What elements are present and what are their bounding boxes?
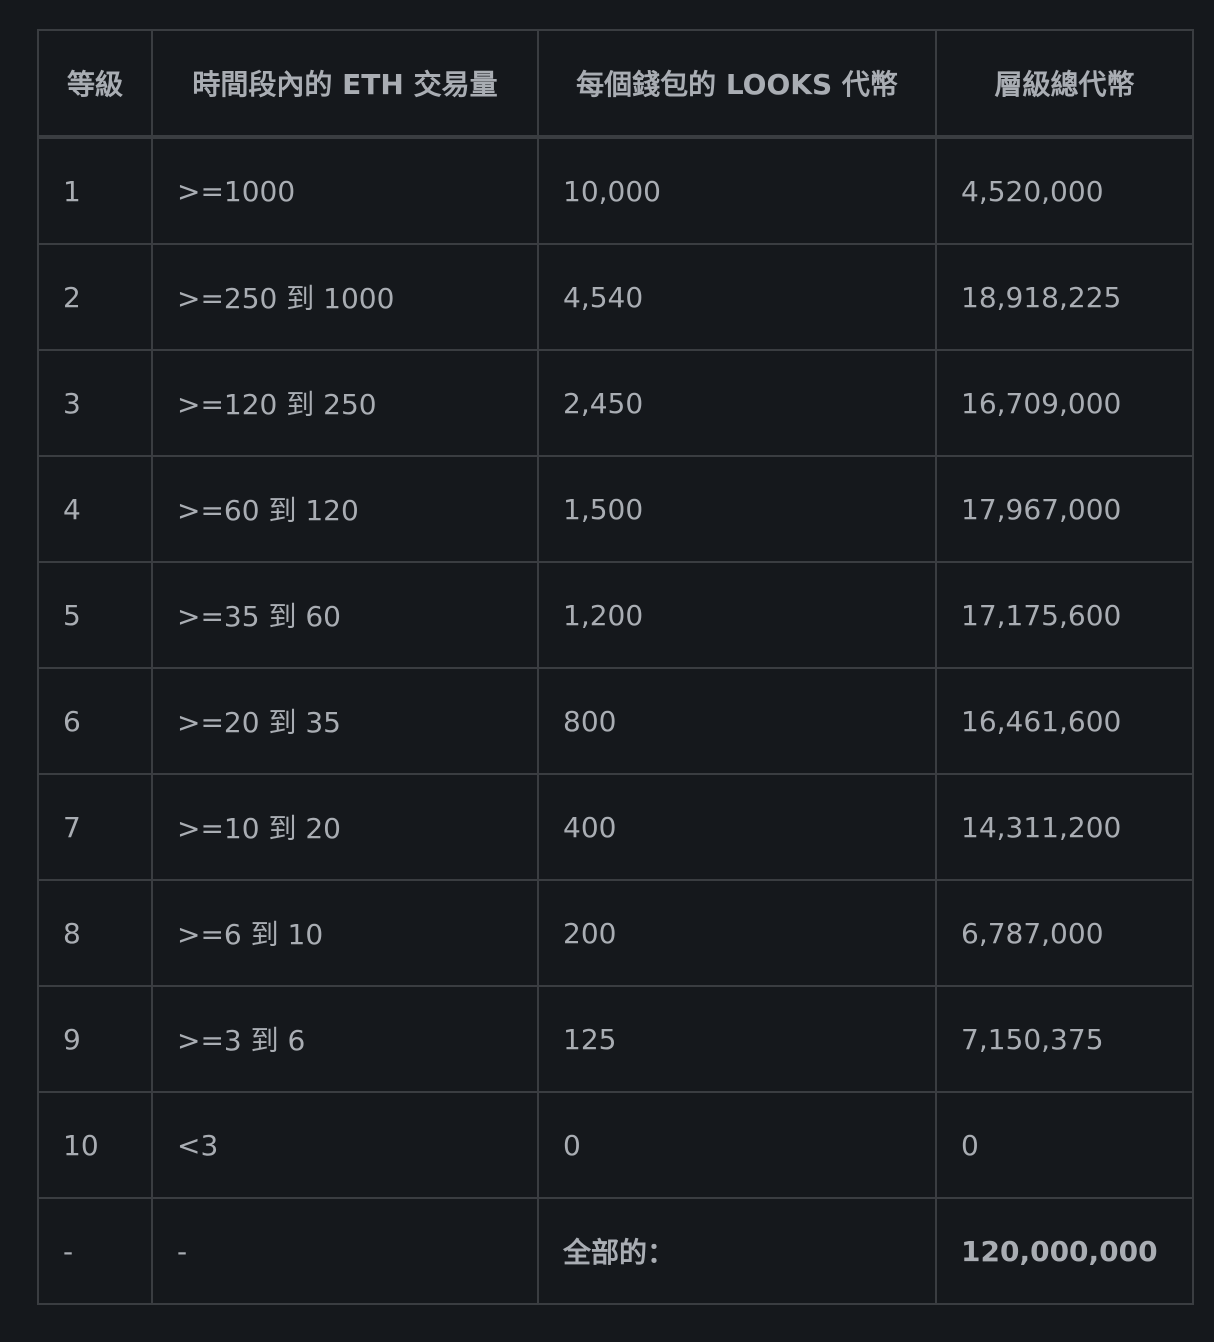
cell-looks-per-wallet: 2,450 bbox=[537, 349, 937, 457]
cell-eth-volume: >=1000 bbox=[151, 136, 539, 245]
table-row: 2 >=250 到 1000 4,540 18,918,225 bbox=[37, 243, 1194, 351]
table-row: 4 >=60 到 120 1,500 17,967,000 bbox=[37, 455, 1194, 563]
cell-eth-volume: >=120 到 250 bbox=[151, 349, 539, 457]
cell-tier-total: 4,520,000 bbox=[935, 136, 1194, 245]
cell-eth-volume: >=6 到 10 bbox=[151, 879, 539, 987]
cell-eth-volume: - bbox=[151, 1197, 539, 1305]
cell-looks-per-wallet: 125 bbox=[537, 985, 937, 1093]
header-row: 等級 時間段內的 ETH 交易量 每個錢包的 LOOKS 代幣 層級總代幣 bbox=[37, 29, 1194, 139]
cell-eth-volume: >=3 到 6 bbox=[151, 985, 539, 1093]
cell-tier-total: 7,150,375 bbox=[935, 985, 1194, 1093]
cell-tier-total: 17,175,600 bbox=[935, 561, 1194, 669]
cell-tier: 7 bbox=[37, 773, 153, 881]
cell-tier-total: 16,461,600 bbox=[935, 667, 1194, 775]
cell-eth-volume: >=60 到 120 bbox=[151, 455, 539, 563]
header-tier-total: 層級總代幣 bbox=[935, 29, 1194, 139]
cell-tier-total: 18,918,225 bbox=[935, 243, 1194, 351]
cell-looks-per-wallet: 全部的： bbox=[537, 1197, 937, 1305]
cell-eth-volume: >=20 到 35 bbox=[151, 667, 539, 775]
cell-tier: 5 bbox=[37, 561, 153, 669]
cell-tier: 4 bbox=[37, 455, 153, 563]
header-tier: 等級 bbox=[37, 29, 153, 139]
table-row: 7 >=10 到 20 400 14,311,200 bbox=[37, 773, 1194, 881]
table-row: 10 <3 0 0 bbox=[37, 1091, 1194, 1199]
cell-tier: 1 bbox=[37, 136, 153, 245]
cell-tier: 6 bbox=[37, 667, 153, 775]
cell-tier: - bbox=[37, 1197, 153, 1305]
cell-looks-per-wallet: 10,000 bbox=[537, 136, 937, 245]
cell-tier: 8 bbox=[37, 879, 153, 987]
header-eth-volume: 時間段內的 ETH 交易量 bbox=[151, 29, 539, 139]
cell-tier: 9 bbox=[37, 985, 153, 1093]
cell-looks-per-wallet: 1,500 bbox=[537, 455, 937, 563]
cell-tier-total: 120,000,000 bbox=[935, 1197, 1194, 1305]
cell-looks-per-wallet: 800 bbox=[537, 667, 937, 775]
total-row: - - 全部的： 120,000,000 bbox=[37, 1197, 1194, 1305]
cell-tier: 3 bbox=[37, 349, 153, 457]
table-row: 1 >=1000 10,000 4,520,000 bbox=[37, 136, 1194, 245]
header-looks-per-wallet: 每個錢包的 LOOKS 代幣 bbox=[537, 29, 937, 139]
cell-tier-total: 6,787,000 bbox=[935, 879, 1194, 987]
cell-looks-per-wallet: 400 bbox=[537, 773, 937, 881]
cell-eth-volume: >=250 到 1000 bbox=[151, 243, 539, 351]
table-row: 6 >=20 到 35 800 16,461,600 bbox=[37, 667, 1194, 775]
cell-looks-per-wallet: 4,540 bbox=[537, 243, 937, 351]
table-row: 3 >=120 到 250 2,450 16,709,000 bbox=[37, 349, 1194, 457]
cell-tier-total: 16,709,000 bbox=[935, 349, 1194, 457]
cell-looks-per-wallet: 1,200 bbox=[537, 561, 937, 669]
table-row: 8 >=6 到 10 200 6,787,000 bbox=[37, 879, 1194, 987]
table-row: 9 >=3 到 6 125 7,150,375 bbox=[37, 985, 1194, 1093]
cell-eth-volume: >=35 到 60 bbox=[151, 561, 539, 669]
cell-tier: 10 bbox=[37, 1091, 153, 1199]
cell-tier-total: 17,967,000 bbox=[935, 455, 1194, 563]
cell-tier: 2 bbox=[37, 243, 153, 351]
cell-looks-per-wallet: 200 bbox=[537, 879, 937, 987]
cell-eth-volume: <3 bbox=[151, 1091, 539, 1199]
tier-table: 等級 時間段內的 ETH 交易量 每個錢包的 LOOKS 代幣 層級總代幣 1 >… bbox=[37, 29, 1194, 1305]
cell-tier-total: 0 bbox=[935, 1091, 1194, 1199]
table-row: 5 >=35 到 60 1,200 17,175,600 bbox=[37, 561, 1194, 669]
cell-looks-per-wallet: 0 bbox=[537, 1091, 937, 1199]
cell-eth-volume: >=10 到 20 bbox=[151, 773, 539, 881]
cell-tier-total: 14,311,200 bbox=[935, 773, 1194, 881]
